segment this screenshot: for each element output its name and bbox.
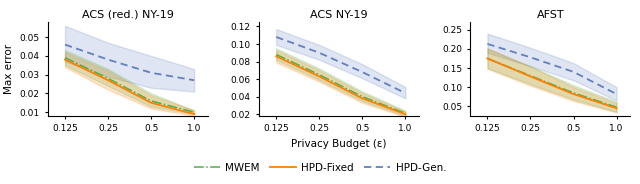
Title: ACS NY-19: ACS NY-19 [310, 10, 368, 20]
X-axis label: Privacy Budget (ε): Privacy Budget (ε) [291, 139, 387, 149]
Title: ACS (red.) NY-19: ACS (red.) NY-19 [82, 10, 174, 20]
Legend: MWEM, HPD-Fixed, HPD-Gen.: MWEM, HPD-Fixed, HPD-Gen. [189, 159, 451, 177]
Title: AFST: AFST [536, 10, 564, 20]
Y-axis label: Max error: Max error [4, 44, 14, 94]
